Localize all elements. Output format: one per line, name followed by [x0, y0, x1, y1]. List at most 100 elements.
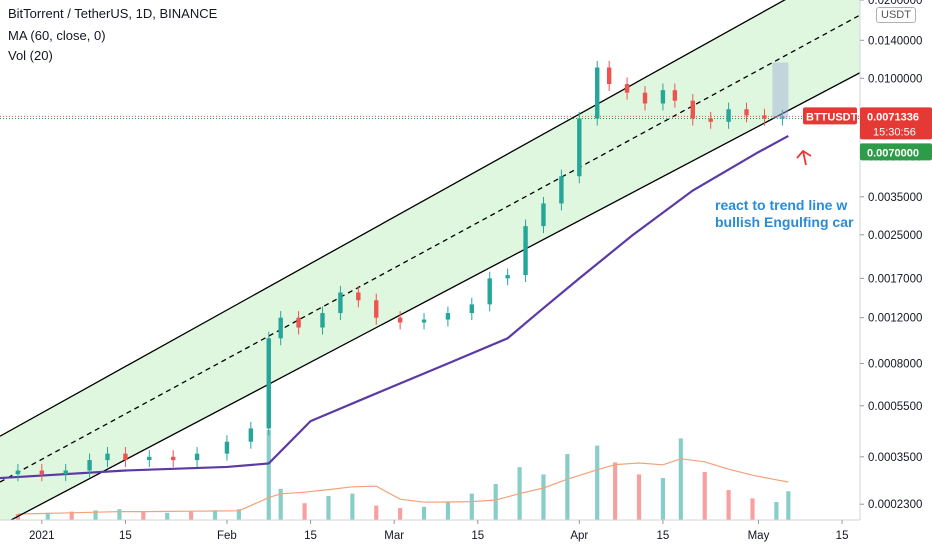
candle-body	[194, 453, 200, 461]
volume-legend: Vol (20)	[8, 48, 53, 63]
candle-body	[421, 319, 427, 323]
volume-bar	[565, 454, 570, 520]
volume-bar	[212, 510, 218, 520]
volume-bar	[493, 484, 498, 520]
x-tick-label: 15	[471, 530, 484, 542]
x-tick-label: 15	[657, 530, 670, 542]
plot-area	[0, 0, 860, 520]
last-price-value: 0.0071336	[867, 111, 919, 123]
volume-bar	[326, 496, 331, 520]
y-tick-label: 0.0200000	[868, 0, 922, 7]
volume-bar	[636, 474, 642, 520]
volume-ma-line	[17, 458, 789, 515]
candle-body	[278, 317, 283, 339]
candle-body	[660, 90, 666, 104]
volume-bar	[702, 472, 707, 520]
candle-body	[445, 313, 451, 320]
candle-body	[105, 453, 110, 461]
volume-bar	[660, 478, 666, 520]
y-tick-label: 0.0025000	[868, 230, 922, 242]
candle-body	[15, 470, 21, 475]
candle-body	[606, 67, 612, 85]
y-tick-label: 0.0017000	[868, 273, 922, 285]
volume-bar	[374, 505, 379, 520]
channel-fill	[0, 0, 860, 520]
volume-bar	[613, 462, 618, 520]
candle-body	[224, 441, 230, 454]
currency-badge[interactable]: USDT	[876, 7, 916, 23]
candle-body	[762, 115, 767, 119]
x-tick-label: May	[748, 530, 770, 542]
volume-bar	[278, 488, 283, 520]
x-tick-label: Mar	[384, 530, 404, 542]
x-tick-label: 15	[836, 530, 849, 542]
volume-bar	[786, 491, 791, 520]
candle-body	[374, 300, 379, 318]
candle-body	[523, 226, 528, 276]
volume-bar	[266, 430, 271, 520]
volume-bar	[445, 502, 451, 520]
candle-body	[505, 275, 510, 279]
volume-bar	[541, 474, 546, 520]
x-tick-label: 15	[119, 530, 132, 542]
volume-bar	[469, 493, 474, 520]
y-tick-label: 0.0005500	[868, 401, 922, 413]
highlight-box	[772, 62, 789, 119]
volume-bar	[726, 490, 731, 520]
volume-bar	[141, 511, 146, 520]
x-tick-label: Apr	[570, 530, 588, 542]
candle-body	[123, 453, 128, 461]
candle-body	[624, 84, 630, 93]
level-value: 0.0070000	[867, 147, 919, 159]
volume-bar	[350, 493, 355, 520]
chart-title: BitTorrent / TetherUS, 1D, BINANCE	[8, 6, 218, 21]
volume-bar	[421, 506, 427, 520]
candle-body	[672, 90, 678, 101]
y-tick-label: 0.0002300	[868, 499, 922, 511]
volume-bar	[398, 508, 403, 520]
channel-middle-line	[0, 14, 860, 483]
candle-body	[320, 313, 325, 328]
candle-body	[63, 470, 68, 475]
level-tag	[860, 143, 932, 161]
symbol-tag	[803, 107, 857, 125]
volume-bar	[45, 512, 50, 520]
volume-bar	[93, 510, 98, 520]
y-tick-label: 0.0100000	[868, 73, 922, 85]
candle-body	[397, 317, 403, 323]
candle-body	[39, 470, 45, 475]
annotation-line-1: react to trend line w	[715, 197, 847, 213]
candle-body	[469, 304, 475, 314]
candle-body	[170, 456, 176, 461]
annotation-line-2: bullish Engulfing car	[715, 214, 854, 230]
candle-body	[266, 338, 271, 429]
ma60-line	[0, 134, 789, 480]
channel-upper-line	[0, 0, 786, 437]
countdown-value: 15:30:56	[873, 126, 916, 138]
volume-bar	[595, 445, 600, 520]
volume-bar	[750, 498, 755, 520]
ma-legend: MA (60, close, 0)	[8, 28, 106, 43]
candle-body	[690, 100, 695, 119]
candle-body	[780, 116, 785, 119]
candle-body	[147, 456, 152, 461]
volume-bar	[678, 438, 683, 520]
y-tick-label: 0.0035000	[868, 192, 922, 204]
annotation-arrow	[796, 149, 812, 166]
symbol-tag-label: BTTUSDT	[806, 111, 858, 123]
y-tick-label: 0.0140000	[868, 35, 922, 47]
volume-bar	[302, 503, 307, 520]
candle-body	[296, 317, 301, 328]
y-tick-label: 0.0012000	[868, 313, 922, 325]
volume-bar	[774, 502, 779, 520]
candle-body	[248, 428, 254, 442]
y-tick-label: 0.0008000	[868, 358, 922, 370]
x-tick-label: 15	[304, 530, 317, 542]
candle-body	[595, 67, 600, 119]
x-tick-label: Feb	[217, 530, 237, 542]
candle-body	[744, 109, 749, 116]
candle-body	[338, 292, 343, 314]
volume-bar	[189, 511, 194, 520]
